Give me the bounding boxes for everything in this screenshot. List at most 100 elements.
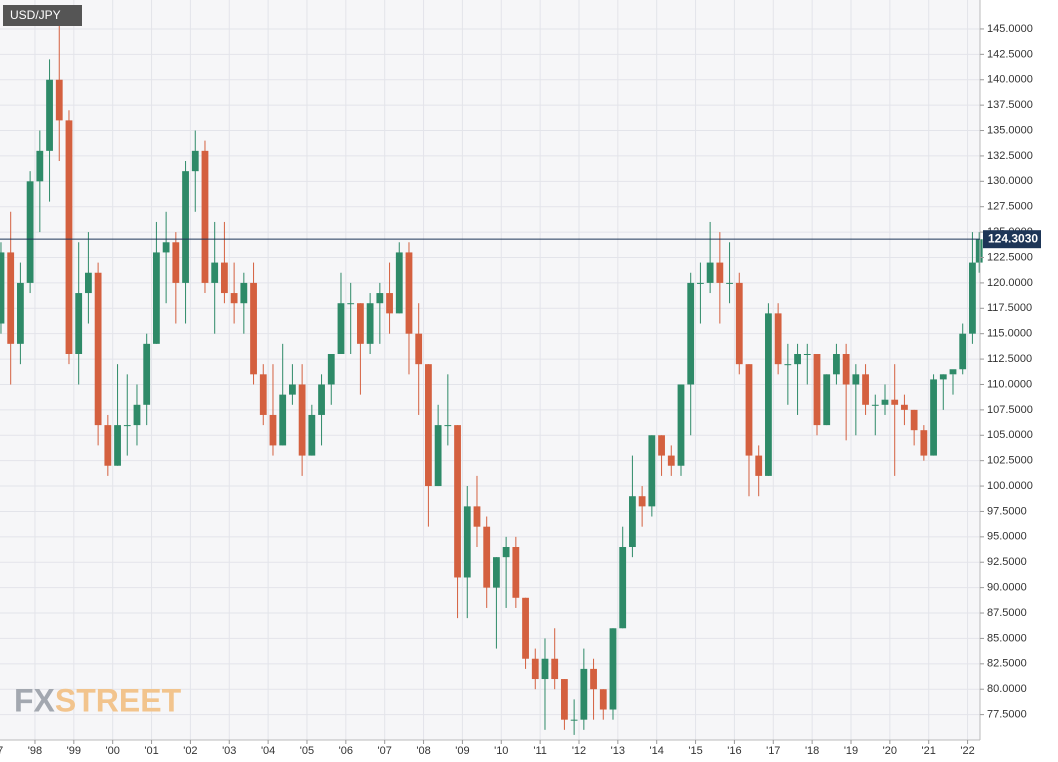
candle-body [716,262,724,283]
candle-body [143,343,151,405]
x-tick-label: '99 [67,745,81,757]
x-tick-label: '13 [611,745,625,757]
x-tick-label: '10 [494,745,508,757]
candle-body [123,425,131,427]
candle-body [502,547,510,558]
candle-body [570,719,578,721]
last-price-label: 124.3030 [988,231,1038,245]
y-tick-label: 92.5000 [987,556,1027,568]
candle-body [551,658,559,680]
candle-body [221,262,228,294]
candle-body [833,354,840,375]
candle-body [881,399,889,405]
y-tick-label: 135.0000 [987,124,1033,136]
y-tick-label: 112.5000 [987,353,1032,365]
x-tick-label: '98 [28,745,42,757]
x-tick-label: '02 [183,745,197,757]
candle-body [395,252,403,314]
x-tick-label: '06 [339,745,353,757]
candle-body [240,282,248,304]
y-tick-label: 95.0000 [987,531,1027,543]
x-tick-label: '97 [0,745,3,757]
candle-body [852,374,860,385]
candle-body [46,79,53,151]
candle-body [765,313,772,476]
y-tick-label: 115.0000 [987,328,1032,340]
candle-body [813,354,821,426]
candle-body [298,384,306,456]
candle-body [784,364,792,366]
candle-body [871,404,879,406]
x-tick-label: '12 [572,745,586,757]
candle-body [357,303,364,344]
candle-body [162,242,170,253]
y-tick-label: 102.5000 [987,455,1033,467]
y-tick-label: 142.5000 [987,48,1033,60]
candle-body [425,364,432,487]
candle-body [182,171,189,283]
x-tick-label: '17 [766,745,780,757]
candle-body [434,425,442,487]
candle-body [473,506,481,527]
y-tick-label: 90.0000 [987,582,1027,594]
candle-body [580,668,588,720]
candle-body [939,374,947,380]
candle-body [405,252,413,334]
x-tick-label: '03 [222,745,236,757]
candle-body [920,430,928,456]
candle-body [26,181,34,283]
candle-body [259,374,267,415]
y-tick-label: 145.0000 [987,23,1033,35]
candle-body [658,435,665,456]
candle-body [541,658,549,680]
candle-body [531,658,539,680]
candle-body [36,150,44,182]
candle-body [901,404,908,410]
candle-body [862,374,869,405]
candle-body [619,547,627,629]
title-box [3,5,82,26]
candle-body [735,282,743,365]
candle-body [794,354,801,365]
candle-body [337,303,345,355]
x-tick-label: '08 [416,745,430,757]
x-tick-label: '07 [378,745,392,757]
x-tick-label: '21 [922,745,936,757]
candle-body [172,242,180,283]
y-tick-label: 132.5000 [987,150,1033,162]
candle-body [250,282,257,375]
x-tick-label: '16 [727,745,741,757]
candle-body [493,557,500,588]
y-tick-label: 80.0000 [987,683,1027,695]
x-tick-label: '11 [533,745,547,757]
candle-body [114,425,121,466]
candle-body [774,313,782,365]
candle-body [638,496,646,507]
y-tick-label: 87.5000 [987,607,1027,619]
candle-body [483,526,491,588]
x-tick-label: '20 [883,745,897,757]
last-price-box [983,230,1041,249]
candle-body [512,547,520,598]
candle-body [687,282,695,385]
candle-body [55,79,63,121]
candle-body [153,252,160,344]
y-tick-label: 107.5000 [987,404,1033,416]
candle-body [677,384,685,466]
candle-body [347,303,355,305]
candle-body [969,262,976,334]
y-tick-label: 130.0000 [987,175,1033,187]
candle-body [842,354,850,385]
candle-body [415,333,423,365]
candle-body [522,597,529,659]
y-tick-label: 120.0000 [987,277,1033,289]
y-tick-label: 140.0000 [987,74,1033,86]
y-tick-label: 122.5000 [987,251,1033,263]
candle-body [706,262,714,283]
candle-body [0,252,5,324]
candle-body [599,689,607,710]
x-tick-label: '18 [805,745,819,757]
candle-body [201,150,209,283]
candle-body [17,282,24,344]
